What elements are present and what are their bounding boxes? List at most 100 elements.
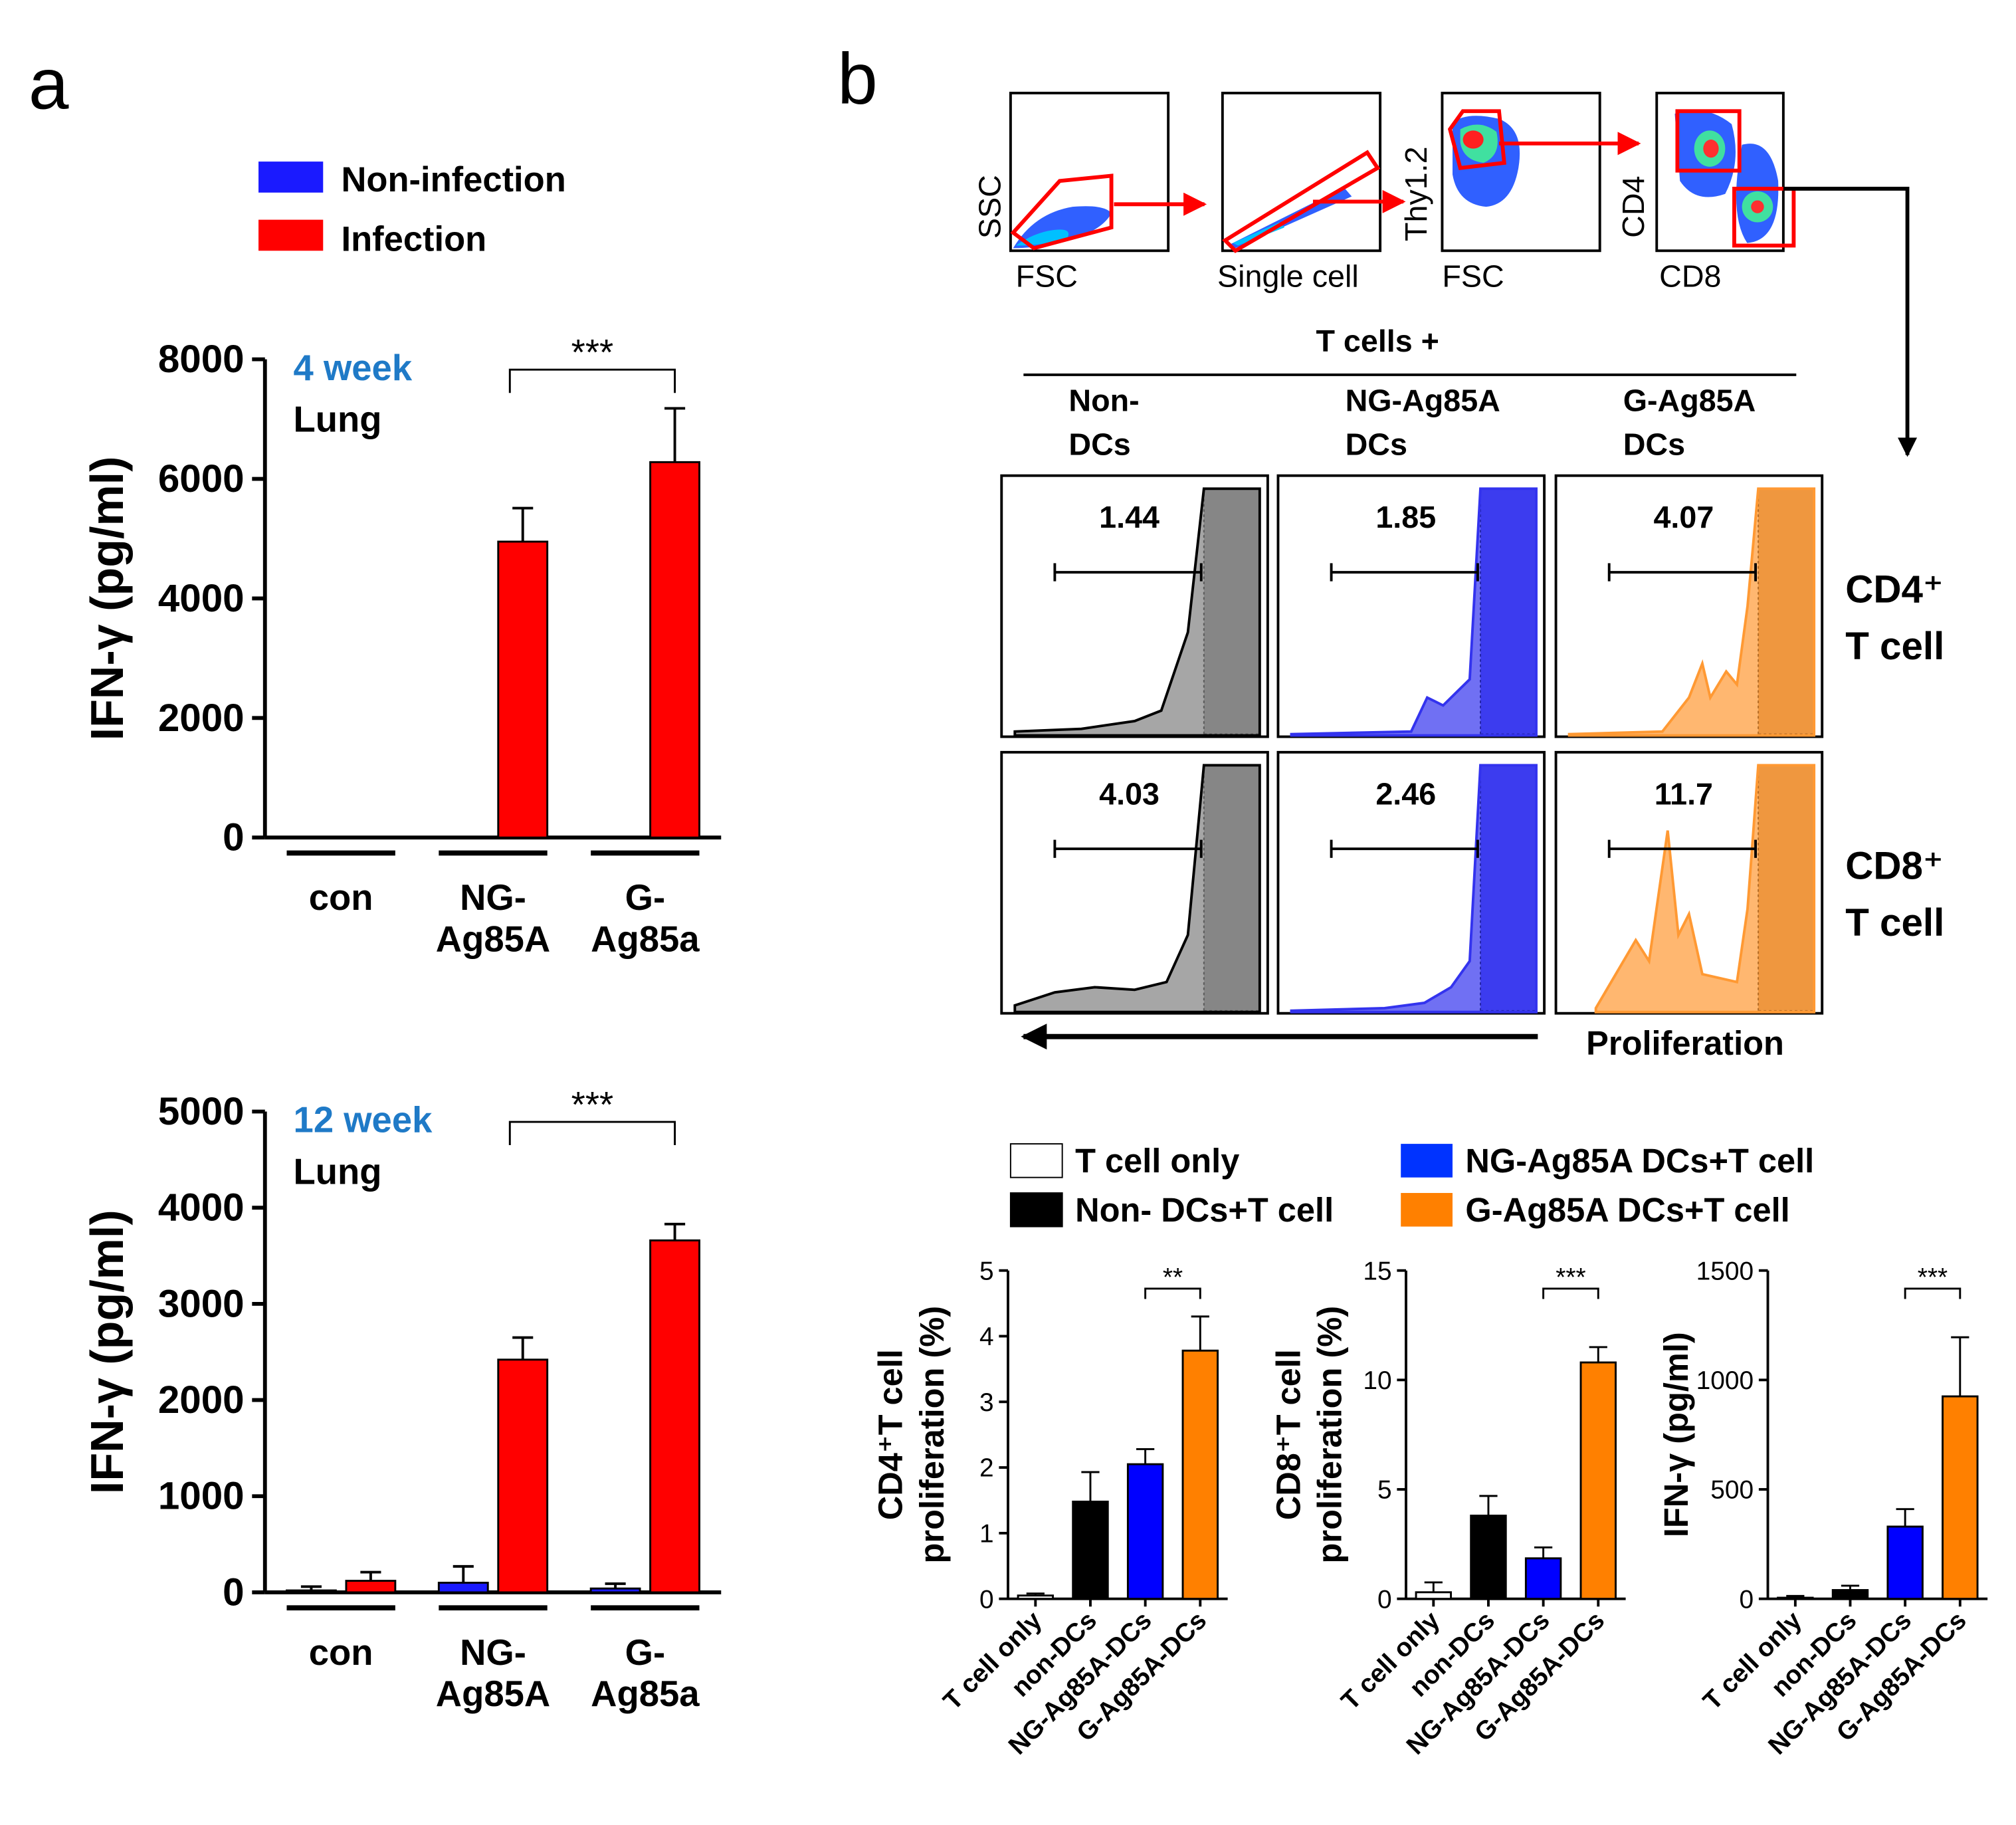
y-tick-label: 2000: [158, 697, 245, 740]
legend-a: Non-infection Infection: [258, 160, 566, 259]
legend-a-label-1: Infection: [342, 219, 487, 259]
legend-b-swatch-1: [1009, 1192, 1063, 1228]
significance-label: ***: [1918, 1263, 1948, 1292]
histogram-sample-curve: [1290, 487, 1538, 737]
gating-plot-3-density-peak: [1462, 130, 1484, 149]
legend-b-label-3: G-Ag85A DCs+T cell: [1465, 1191, 1789, 1229]
y-axis-label: CD4⁺T cell: [872, 1349, 910, 1520]
gating-plot-4-gate-cd4: [1675, 109, 1742, 173]
gating-plot-1-gate: [1010, 173, 1114, 251]
bar: [1017, 1594, 1055, 1600]
y-axis-label-line2: proliferation (%): [913, 1306, 951, 1564]
histogram-column-label: NG-Ag85A: [1346, 383, 1500, 417]
proliferation-label: Proliferation: [1586, 1024, 1784, 1062]
bar: [589, 1587, 641, 1594]
histogram-sample-curve: [1013, 487, 1261, 737]
legend-b-swatch-3: [1401, 1193, 1453, 1227]
y-axis-label: IFN-γ (pg/ml): [81, 1210, 133, 1494]
y-tick-label: 3000: [158, 1282, 245, 1325]
histogram-column-label-line2: DCs: [1623, 427, 1685, 462]
bar: [437, 1582, 489, 1594]
y-tick-label: 4000: [158, 577, 245, 620]
legend-b: T cell only Non- DCs+T cell NG-Ag85A DCs…: [1009, 1142, 1814, 1229]
bar: [649, 461, 700, 839]
gating-plot-4-gate-cd8: [1732, 187, 1796, 248]
legend-a-swatch-1: [258, 219, 324, 251]
panel-label-b: b: [837, 39, 878, 120]
gating-plot-1-density-core: [1015, 229, 1069, 246]
y-tick-label: 4000: [158, 1186, 245, 1230]
y-tick-label: 1: [979, 1519, 994, 1548]
histogram-grid: T cells + Non- DCs NG-Ag85A DCs G-Ag85A DCs 1…: [1000, 324, 1944, 1062]
bar: [1524, 1557, 1562, 1600]
legend-b-label-0: T cell only: [1075, 1142, 1239, 1180]
gating-plot-4-ylabel: CD4: [1616, 175, 1651, 237]
x-tick-label: Ag85a: [591, 1673, 700, 1714]
significance-label: ***: [1556, 1263, 1585, 1292]
bar: [286, 1589, 337, 1594]
bar: [1415, 1591, 1453, 1600]
y-tick-label: 6000: [158, 457, 245, 500]
histogram-value: 1.85: [1375, 500, 1436, 534]
y-tick-label: 5: [1377, 1476, 1392, 1505]
gating-plot-4-density-b-peak: [1751, 200, 1764, 213]
y-tick-label: 10: [1363, 1366, 1391, 1395]
significance-bracket: [508, 368, 676, 393]
histogram-column-labels: Non- DCs NG-Ag85A DCs G-Ag85A DCs: [1068, 383, 1756, 461]
gating-plot-4-xlabel: CD8: [1659, 259, 1721, 294]
histogram-sample-curve: [1594, 764, 1816, 1014]
y-tick-label: 1500: [1696, 1257, 1754, 1285]
y-tick-label: 1000: [158, 1475, 245, 1518]
histogram-column-label: Non-: [1068, 383, 1139, 417]
significance-bracket: [508, 1121, 676, 1146]
y-tick-label: 0: [1377, 1585, 1392, 1614]
y-tick-label: 5000: [158, 1090, 245, 1133]
bar: [1072, 1500, 1109, 1600]
histogram-row-label: CD8⁺: [1845, 844, 1943, 887]
bar: [497, 1358, 549, 1594]
legend-b-swatch-2: [1401, 1144, 1453, 1178]
significance-bracket: [1144, 1287, 1201, 1299]
x-tick-label: Ag85A: [436, 918, 550, 959]
y-axis-label: IFN-γ (pg/ml): [81, 457, 133, 741]
bar: [1831, 1589, 1869, 1600]
y-tick-label: 0: [223, 1570, 244, 1614]
legend-a-swatch-0: [258, 161, 324, 193]
y-tick-label: 2000: [158, 1378, 245, 1422]
x-tick-label: con: [309, 1632, 373, 1673]
y-tick-label: 3: [979, 1388, 994, 1417]
histogram-row-label-line2: T cell: [1845, 625, 1944, 668]
y-tick-label: 15: [1363, 1257, 1391, 1285]
bar: [1777, 1596, 1814, 1600]
legend-b-label-2: NG-Ag85A DCs+T cell: [1465, 1142, 1814, 1180]
x-tick-label: Ag85a: [591, 918, 700, 959]
histogram-row-label-line2: T cell: [1845, 901, 1944, 944]
y-tick-label: 0: [223, 816, 244, 859]
y-tick-label: 0: [1740, 1585, 1754, 1614]
gating-strategy: SSC FSC Single cell Thy1.2 FSC CD4 CD8: [972, 92, 1918, 457]
bar: [345, 1580, 397, 1594]
histogram-value: 1.44: [1099, 500, 1159, 534]
y-axis-label-line2: proliferation (%): [1311, 1306, 1349, 1564]
y-axis-label: IFN-γ (pg/ml): [1657, 1332, 1695, 1537]
x-tick-label: NG-: [460, 877, 526, 918]
chart-subtitle: Lung: [294, 399, 382, 440]
histogram-value: 11.7: [1655, 776, 1713, 811]
bar: [1579, 1361, 1617, 1600]
histogram-value: 2.46: [1375, 776, 1436, 811]
histogram-cells: 1.44 1.85 4.07 4.03 2.46 11.7: [1000, 474, 1824, 1015]
histogram-column-label: G-Ag85A: [1623, 383, 1756, 417]
x-tick-label: G-: [625, 1632, 665, 1673]
bar: [1126, 1463, 1164, 1600]
significance-bracket: [1904, 1287, 1962, 1299]
histogram-header: T cells +: [1316, 324, 1439, 358]
gating-plot-3-ylabel: Thy1.2: [1399, 146, 1433, 241]
histogram-column-label-line2: DCs: [1346, 427, 1407, 462]
bar: [497, 540, 549, 839]
bar: [1886, 1525, 1924, 1600]
significance-label: ***: [571, 1084, 614, 1125]
bar: [1470, 1515, 1507, 1600]
y-tick-label: 5: [979, 1257, 994, 1285]
chart-title: 4 week: [294, 348, 413, 388]
